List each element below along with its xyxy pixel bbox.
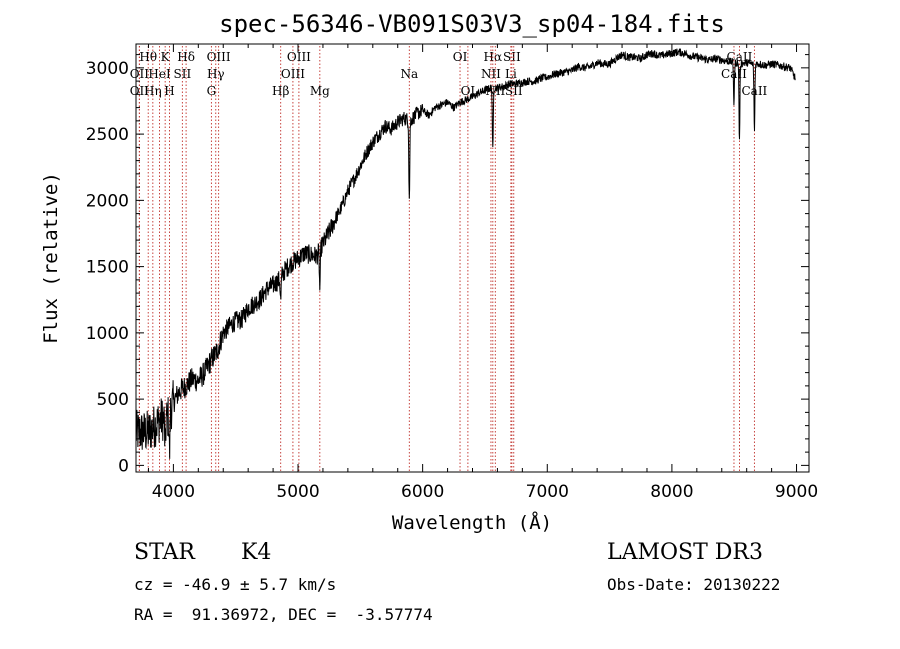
- line-marker-label: Hη: [144, 84, 162, 98]
- object-class: STAR: [134, 540, 195, 565]
- line-marker-label: OI: [453, 50, 468, 64]
- x-tick-label: 8000: [650, 482, 693, 502]
- line-marker-label: G: [207, 84, 217, 98]
- line-marker-label: NII: [481, 67, 501, 81]
- x-axis-label: Wavelength (Å): [392, 511, 552, 534]
- line-marker-label: Na: [400, 67, 418, 81]
- line-marker-label: Hα: [484, 50, 503, 64]
- x-tick-label: 4000: [152, 482, 195, 502]
- x-tick-label: 9000: [775, 482, 818, 502]
- y-tick-label: 500: [97, 390, 129, 410]
- y-tick-label: 2500: [86, 125, 129, 145]
- flux-series-line: [135, 48, 796, 459]
- line-marker-label: SII: [174, 67, 192, 81]
- line-marker-label: Hδ: [177, 50, 195, 64]
- line-marker-label: Mg: [310, 84, 330, 98]
- line-marker-label: OII: [130, 84, 150, 98]
- line-marker-label: OIII: [207, 50, 231, 64]
- observation-date: Obs-Date: 20130222: [607, 575, 781, 594]
- line-marker-label: K: [161, 50, 171, 64]
- plot-frame: [135, 43, 810, 473]
- axis-ticks: 4000 5000 6000 7000 8000 9000 0 500 1000 1500 2000…: [86, 44, 818, 502]
- redshift-cz: cz = -46.9 ± 5.7 km/s: [134, 575, 337, 594]
- line-marker-label: OIII: [287, 50, 311, 64]
- line-marker-label: Hγ: [207, 67, 225, 81]
- line-marker-label: Hθ: [139, 50, 157, 64]
- y-tick-label: 3000: [86, 59, 129, 79]
- line-marker-label: OIII: [281, 67, 305, 81]
- x-tick-label: 6000: [401, 482, 444, 502]
- line-marker-label: SII: [505, 84, 523, 98]
- y-tick-label: 1500: [86, 258, 129, 278]
- y-tick-label: 1000: [86, 324, 129, 344]
- line-marker-label: SII: [503, 50, 521, 64]
- y-axis-label: Flux (relative): [40, 172, 62, 344]
- line-marker-label: HeI: [148, 67, 171, 81]
- x-tick-label: 7000: [526, 482, 569, 502]
- survey-name: LAMOST DR3: [607, 540, 763, 565]
- x-tick-label: 5000: [276, 482, 319, 502]
- chart-title: spec-56346-VB091S03V3_sp04-184.fits: [219, 10, 725, 38]
- y-tick-label: 2000: [86, 191, 129, 211]
- line-marker-label: H: [164, 84, 174, 98]
- line-marker-label: Hβ: [272, 84, 289, 98]
- y-tick-label: 0: [118, 456, 129, 476]
- ra-dec-coordinates: RA = 91.36972, DEC = -3.57774: [134, 605, 433, 624]
- line-marker-label: Li: [505, 67, 517, 81]
- object-subclass: K4: [241, 540, 272, 565]
